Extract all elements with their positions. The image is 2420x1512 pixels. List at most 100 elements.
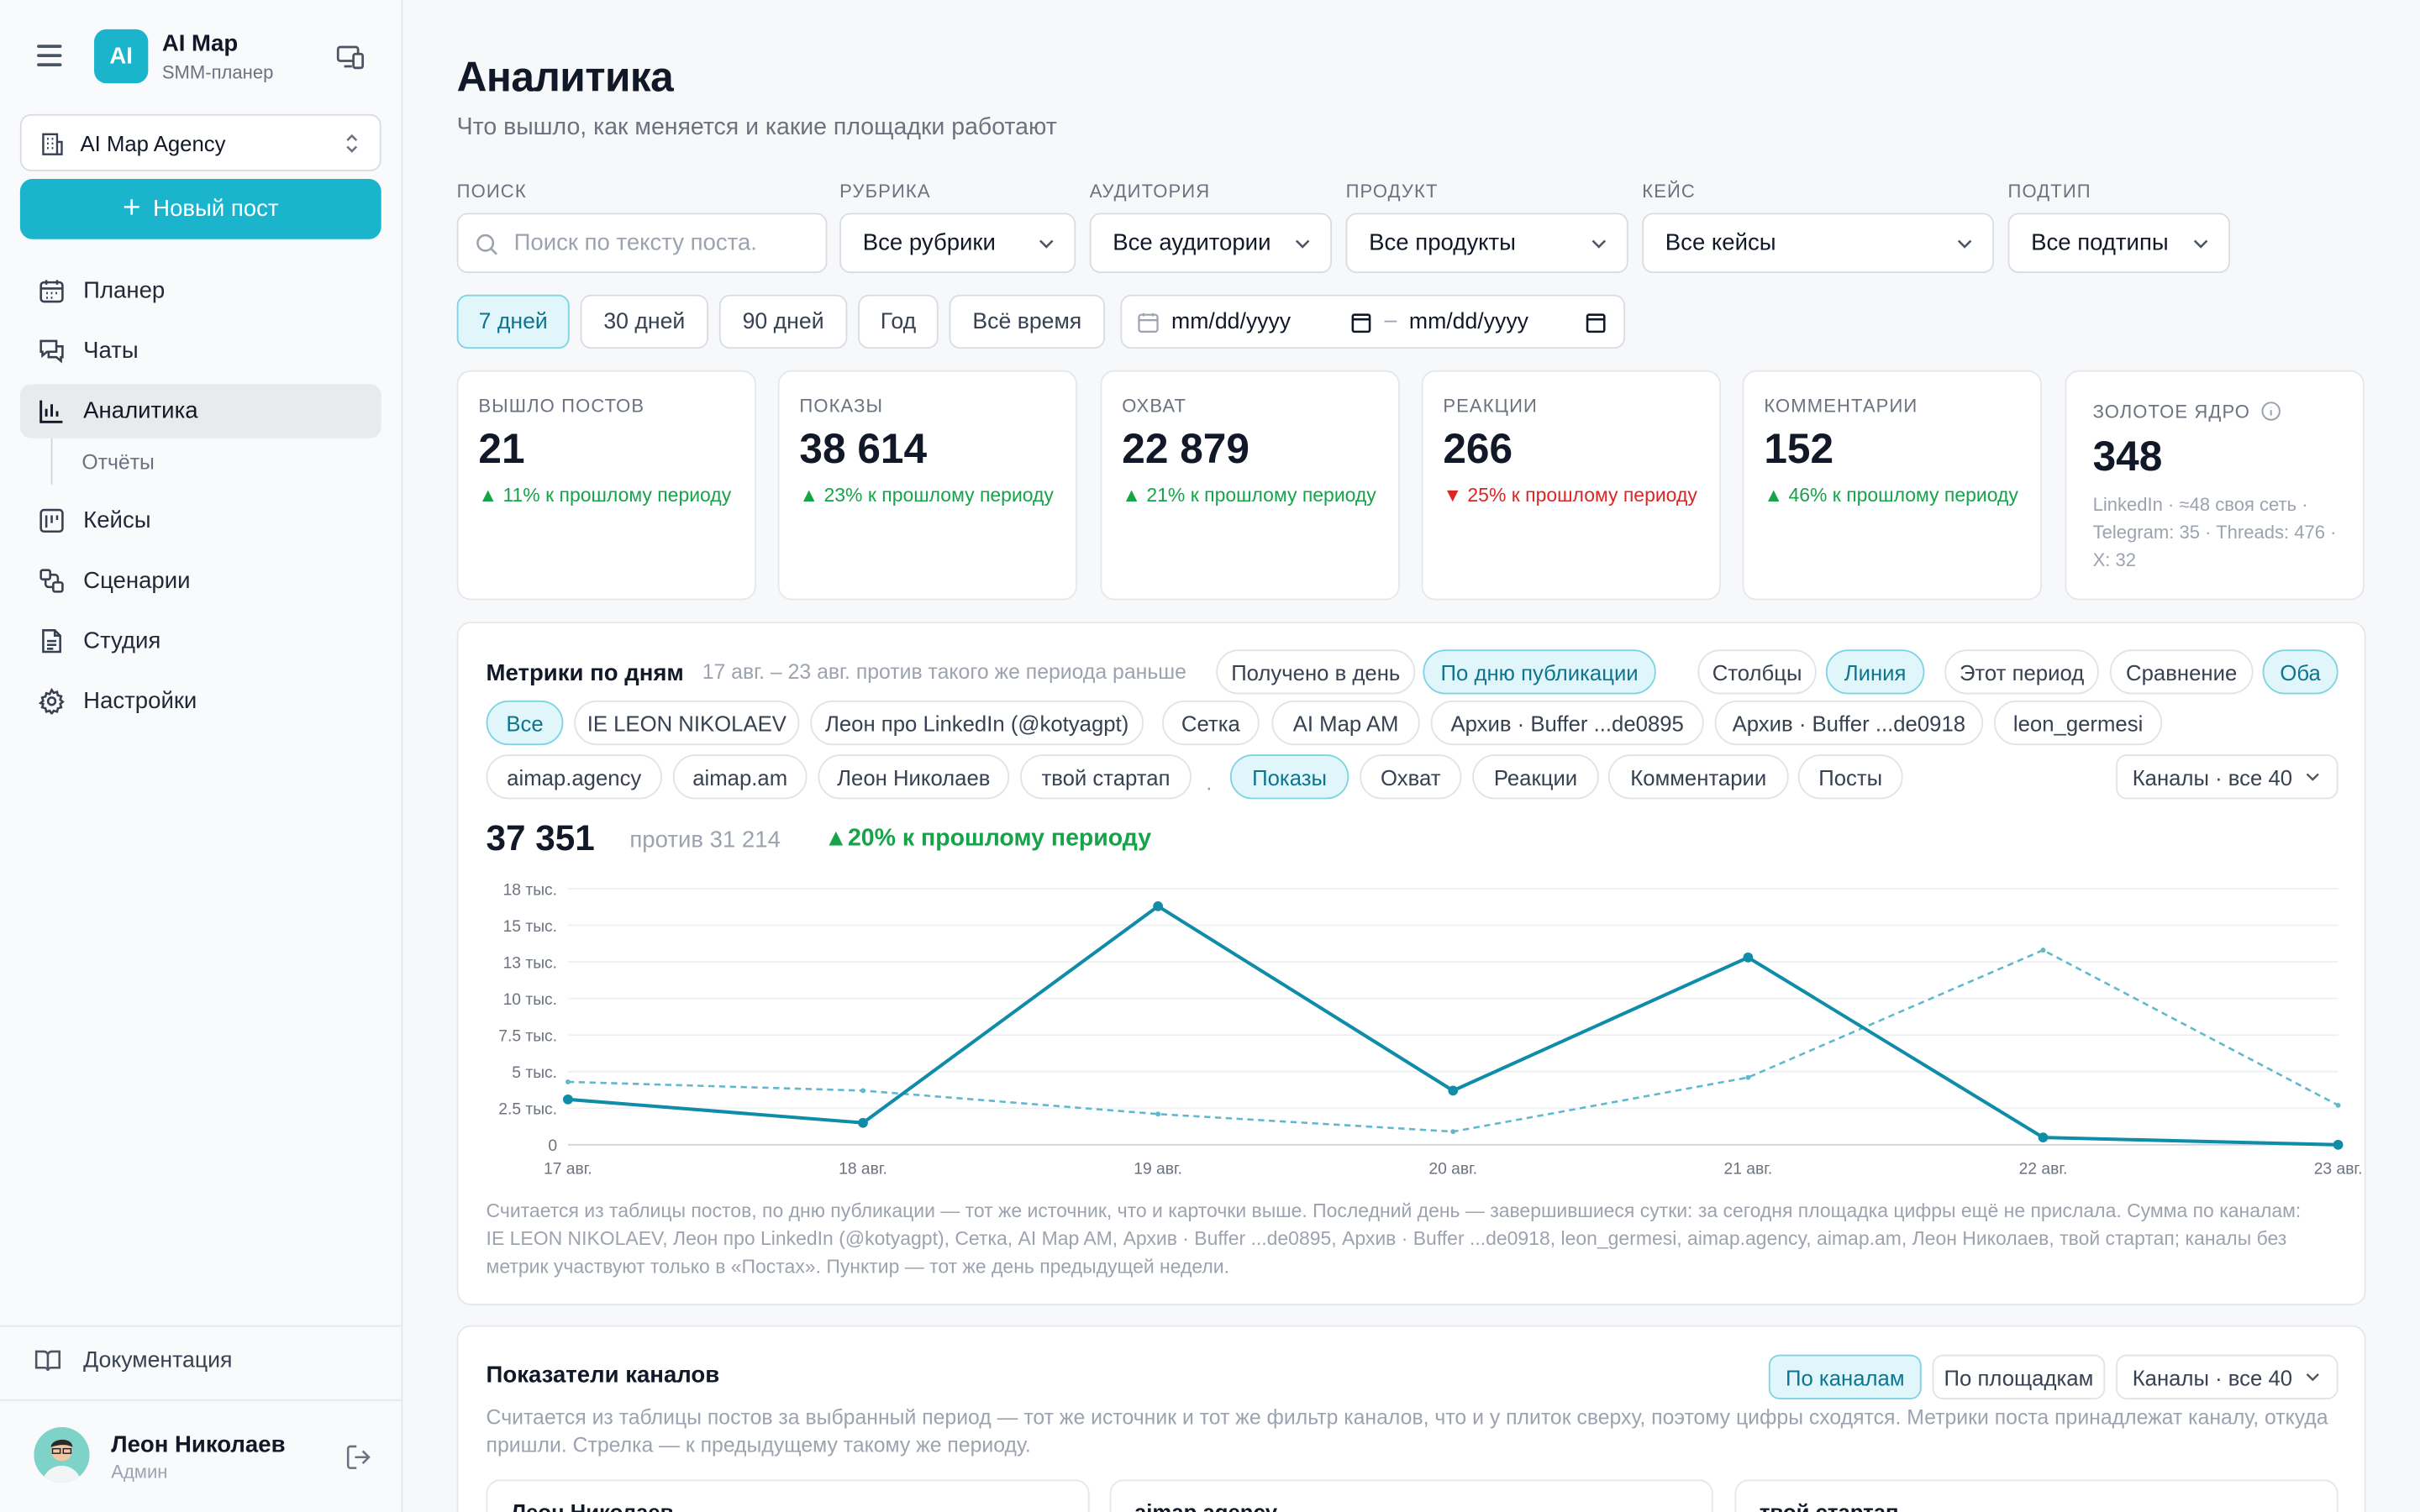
tab-received-per-day[interactable]: Получено в день	[1216, 649, 1416, 695]
sidebar-item-studio[interactable]: Студия	[20, 614, 381, 668]
tab-by-channels[interactable]: По каналам	[1768, 1354, 1922, 1399]
sidebar-item-label: Планер	[83, 277, 166, 304]
docs-link[interactable]: Документация	[34, 1347, 232, 1374]
metrics-card: Метрики по дням 17 авг. – 23 авг. против…	[456, 622, 2366, 1305]
x-tick-label: 22 авг.	[2019, 1161, 2068, 1179]
tab-by-platforms[interactable]: По площадкам	[1932, 1354, 2106, 1399]
date-to-input[interactable]: mm/dd/yyyy	[1408, 310, 1528, 335]
data-point-previous	[2335, 1102, 2341, 1108]
data-point-previous	[565, 1079, 571, 1084]
product-select[interactable]: Все продукты	[1345, 213, 1628, 274]
channel-chip[interactable]: твой стартап	[1020, 754, 1192, 800]
kpi-delta: ▲ 21% к прошлому периоду	[1122, 484, 1376, 507]
logout-icon[interactable]	[345, 1444, 371, 1470]
channel-chip[interactable]: Сетка	[1162, 700, 1260, 746]
tab-line[interactable]: Линия	[1825, 649, 1925, 695]
period-7-days[interactable]: 7 дней	[456, 294, 570, 349]
period-30-days[interactable]: 30 дней	[580, 294, 709, 349]
metric-chip-reactions[interactable]: Реакции	[1472, 754, 1599, 800]
metric-chip-posts[interactable]: Посты	[1797, 754, 1903, 800]
metric-total: 37 351	[486, 817, 595, 858]
channel-chip[interactable]: Леон Николаев	[818, 754, 1010, 800]
channels-dropdown[interactable]: Каналы · все 40	[2116, 754, 2338, 800]
sidebar-item-analytics[interactable]: Аналитика	[19, 384, 381, 438]
rubric-select[interactable]: Все рубрики	[839, 213, 1076, 274]
metric-chip-reach[interactable]: Охват	[1360, 754, 1462, 800]
channel-chip[interactable]: aimap.am	[672, 754, 808, 800]
avatar[interactable]	[34, 1426, 90, 1483]
sidebar-nav: Планер Чаты Аналитика Отчёты Кейсы Сцена…	[19, 264, 381, 734]
bar-chart-icon	[39, 400, 63, 423]
data-point-current	[563, 1094, 573, 1105]
kpi-delta: ▼ 25% к прошлому периоду	[1443, 484, 1697, 507]
kpi-card-reactions: Реакции 266 ▼ 25% к прошлому периоду	[1421, 370, 1721, 601]
kpi-value: 21	[478, 425, 525, 473]
channel-chip[interactable]: Леон про LinkedIn (@kotyagpt)	[810, 700, 1144, 746]
sidebar-item-settings[interactable]: Настройки	[20, 675, 381, 728]
sidebar-item-chats[interactable]: Чаты	[20, 324, 381, 378]
channel-card[interactable]: aimap.agency	[1109, 1479, 1713, 1512]
date-separator: –	[1384, 308, 1397, 333]
divider	[0, 1325, 402, 1327]
y-tick-label: 15 тыс.	[503, 918, 557, 936]
devices-icon[interactable]	[336, 45, 365, 70]
metrics-note: Считается из таблицы постов, по дню публ…	[486, 1200, 2302, 1278]
user-role: Админ	[111, 1461, 168, 1483]
case-icon	[39, 508, 64, 533]
channel-chip[interactable]: IE LEON NIKOLAEV	[574, 700, 800, 746]
sidebar-item-scenarios[interactable]: Сценарии	[20, 554, 381, 607]
sidebar-item-label: Кейсы	[83, 507, 151, 534]
metric-chip-impressions[interactable]: Показы	[1229, 754, 1349, 800]
calendar-icon[interactable]	[1585, 312, 1607, 333]
search-input[interactable]: Поиск по тексту поста.	[456, 213, 828, 274]
sidebar: AI AI Map SMM-планер AI Map Agency + Нов…	[0, 0, 403, 1512]
document-icon	[42, 629, 61, 654]
kpi-delta: ▲ 11% к прошлому периоду	[478, 484, 732, 507]
tab-both[interactable]: Оба	[2262, 649, 2338, 695]
date-from-input[interactable]: mm/dd/yyyy	[1171, 310, 1292, 335]
channel-chip[interactable]: aimap.agency	[486, 754, 662, 800]
calendar-icon[interactable]	[1350, 312, 1372, 333]
search-icon	[476, 234, 497, 255]
case-select[interactable]: Все кейсы	[1642, 213, 1995, 274]
tab-this-period[interactable]: Этот период	[1944, 649, 2099, 695]
kpi-label: Охват	[1122, 395, 1187, 417]
plus-icon: +	[123, 190, 141, 225]
period-90-days[interactable]: 90 дней	[718, 294, 848, 349]
menu-icon[interactable]	[37, 45, 62, 66]
channel-chip[interactable]: leon_germesi	[1994, 700, 2163, 746]
channel-chip[interactable]: Архив · Buffer ...de0895	[1430, 700, 1704, 746]
y-tick-label: 2.5 тыс.	[498, 1101, 557, 1119]
info-icon[interactable]	[2261, 402, 2281, 422]
calendar-icon	[1138, 312, 1159, 333]
metric-chip-comments[interactable]: Комментарии	[1607, 754, 1789, 800]
agency-name: AI Map Agency	[80, 131, 226, 156]
channel-chip-all[interactable]: Все	[486, 700, 564, 746]
period-all-time[interactable]: Всё время	[949, 294, 1106, 349]
new-post-button[interactable]: + Новый пост	[19, 179, 381, 239]
audience-select[interactable]: Все аудитории	[1089, 213, 1333, 274]
user-name: Леон Николаев	[111, 1431, 286, 1458]
channel-card[interactable]: Леон Николаев	[486, 1479, 1090, 1512]
period-year[interactable]: Год	[858, 294, 939, 349]
kpi-label: Комментарии	[1764, 395, 1918, 417]
tab-bars[interactable]: Столбцы	[1697, 649, 1817, 695]
chat-icon	[39, 339, 64, 364]
channel-chip[interactable]: Архив · Buffer ...de0918	[1714, 700, 1984, 746]
channel-chip[interactable]: AI Map AM	[1271, 700, 1420, 746]
agency-selector[interactable]: AI Map Agency	[19, 113, 381, 171]
tab-by-publish-day[interactable]: По дню публикации	[1423, 649, 1656, 695]
sidebar-item-planner[interactable]: Планер	[20, 264, 381, 318]
sidebar-subitem-reports[interactable]: Отчёты	[20, 438, 381, 485]
product-label: Продукт	[1345, 180, 1439, 202]
sidebar-item-cases[interactable]: Кейсы	[20, 494, 381, 548]
kpi-card-posts: Вышло постов 21 ▲ 11% к прошлому периоду	[456, 370, 756, 601]
tab-comparison[interactable]: Сравнение	[2109, 649, 2254, 695]
channels-card-dropdown[interactable]: Каналы · все 40	[2116, 1354, 2338, 1399]
chevron-down-icon	[2193, 239, 2208, 249]
channel-card[interactable]: твой стартап	[1734, 1479, 2338, 1512]
case-label: Кейс	[1642, 180, 1696, 202]
kpi-label: Золотое ядро	[2093, 402, 2281, 423]
channel-card-title: твой стартап	[1759, 1499, 1899, 1512]
subtype-select[interactable]: Все подтипы	[2007, 213, 2231, 274]
